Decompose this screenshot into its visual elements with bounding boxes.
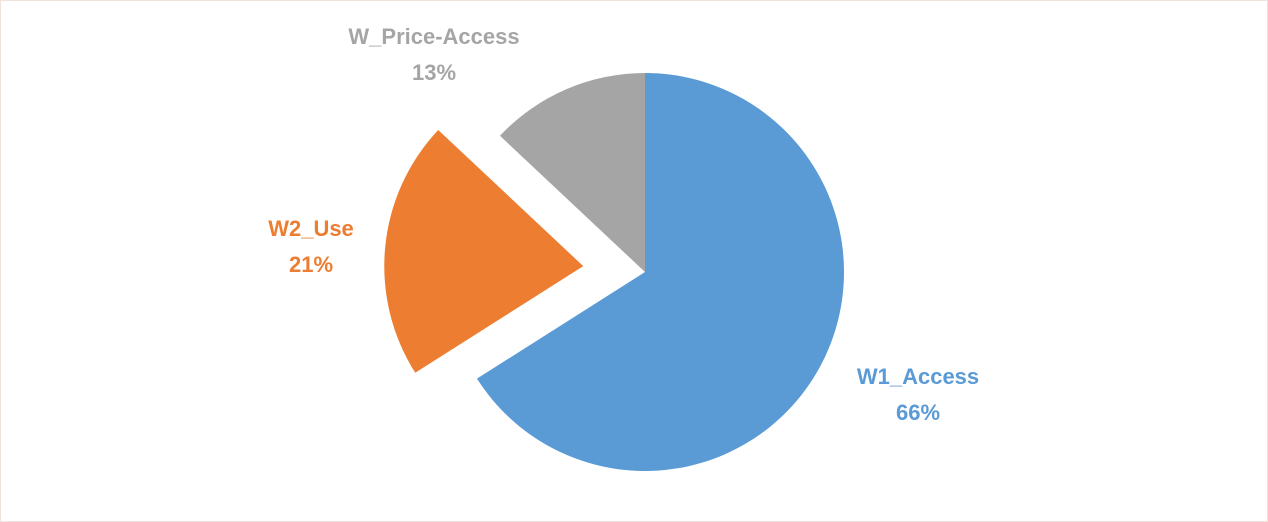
slice-label-name: W2_Use <box>268 216 354 241</box>
slice-label-name: W1_Access <box>857 364 979 389</box>
pie-slice <box>384 129 584 373</box>
pie-slice <box>476 73 844 471</box>
slice-label-name: W_Price-Access <box>348 24 519 49</box>
slice-label-value: 13% <box>412 60 456 85</box>
slice-label-value: 21% <box>289 252 333 277</box>
slice-label-value: 66% <box>896 400 940 425</box>
pie-slice <box>499 73 645 272</box>
